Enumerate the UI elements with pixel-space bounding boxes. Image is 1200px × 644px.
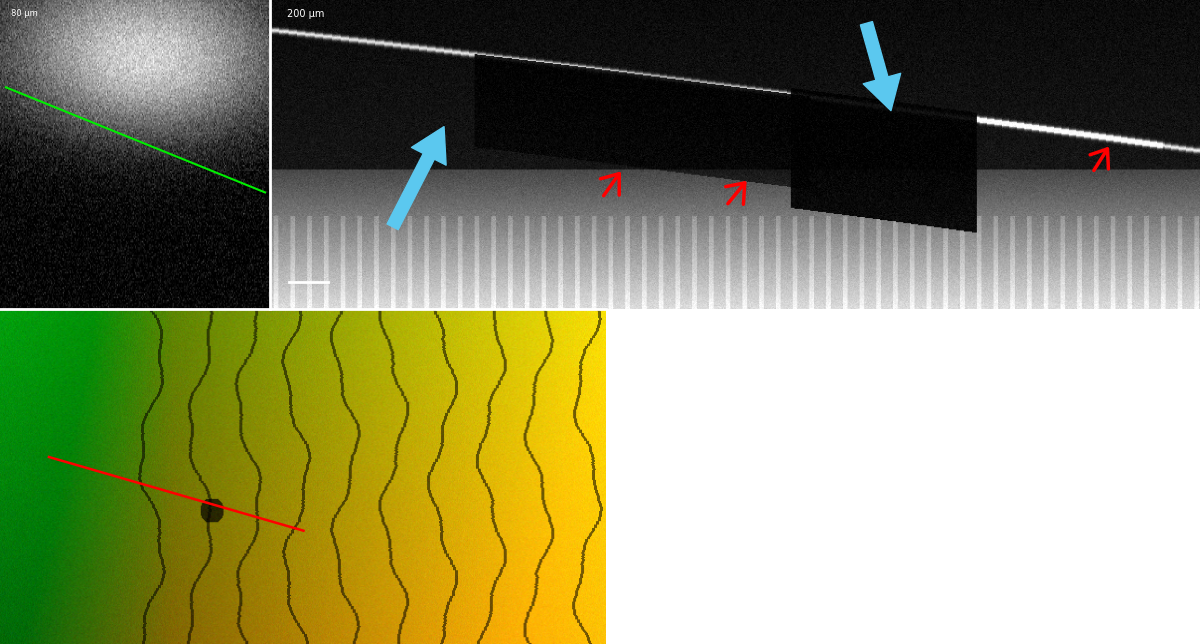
Text: 200 μm: 200 μm — [287, 9, 324, 19]
Text: 80 μm: 80 μm — [11, 9, 37, 18]
